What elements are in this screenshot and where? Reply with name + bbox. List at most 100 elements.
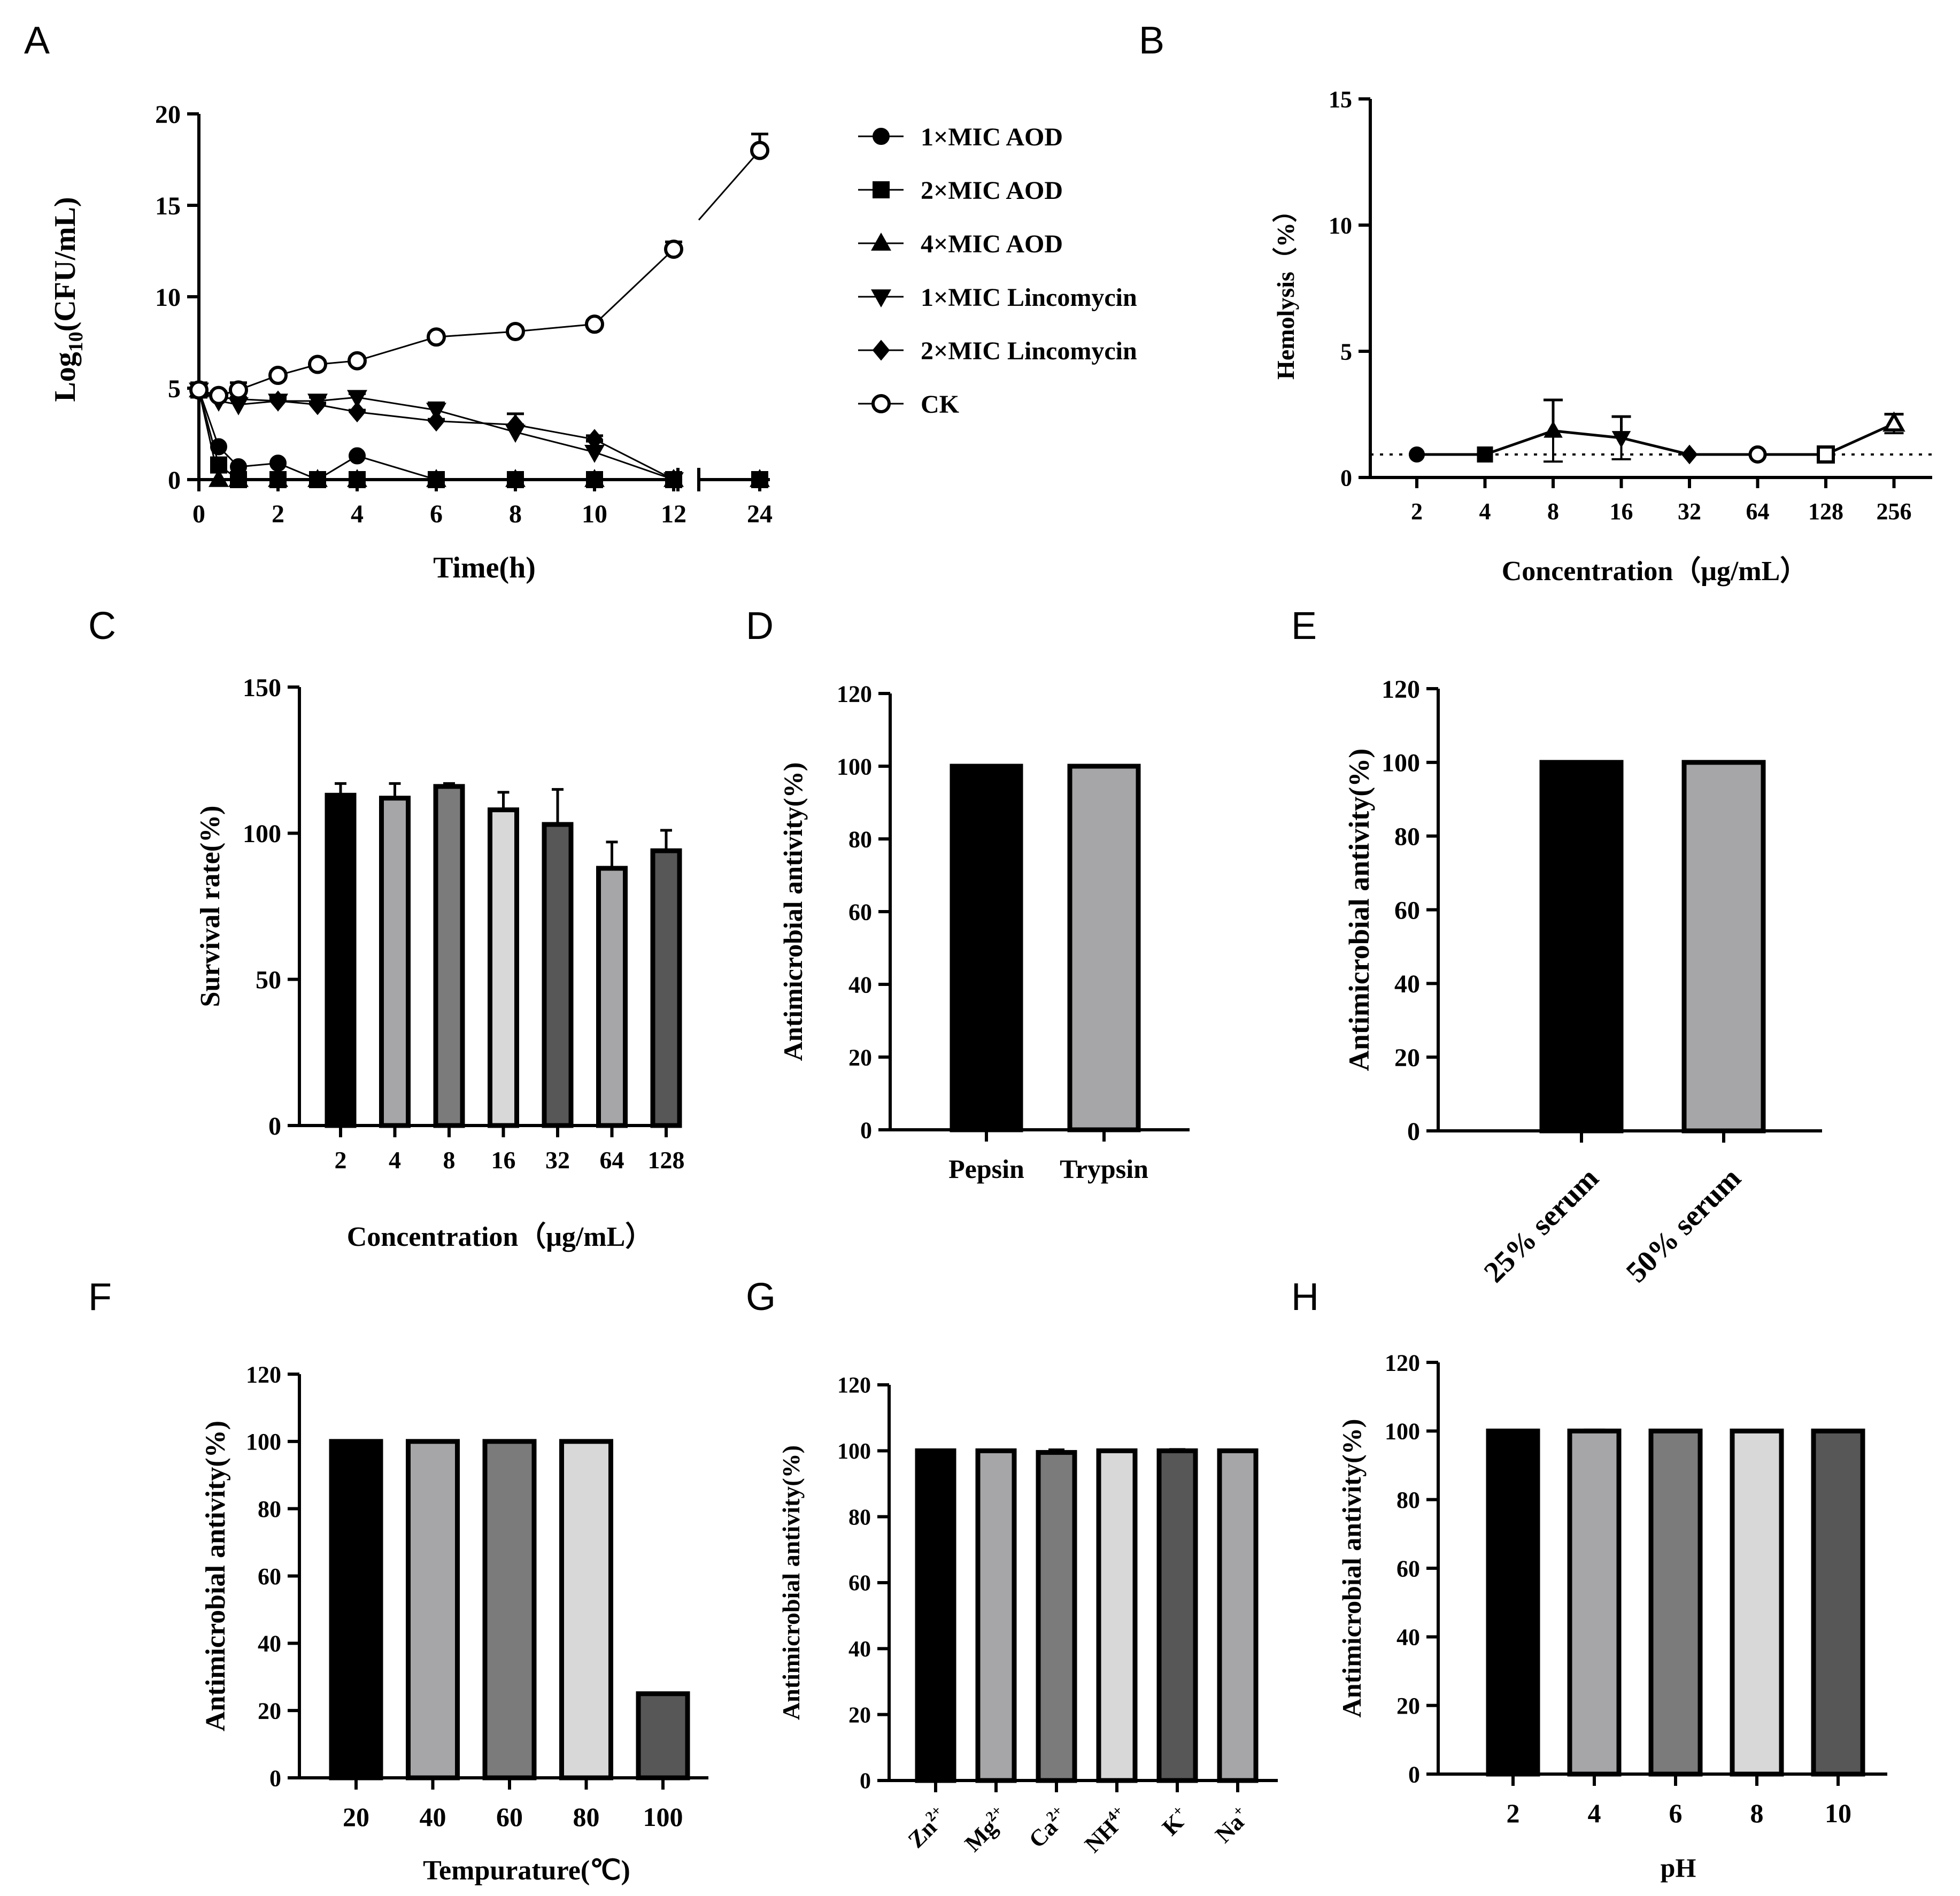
legend-marker — [871, 289, 891, 308]
x-axis-label: pH — [1661, 1853, 1696, 1883]
y-axis-label: Antimicrobial antivity(%) — [778, 762, 808, 1061]
y-tick-label: 120 — [246, 1361, 281, 1388]
x-tick-label: 4 — [389, 1146, 401, 1174]
y-tick-label: 80 — [848, 1505, 871, 1530]
x-axis-label: Concentration（μg/mL） — [1502, 556, 1808, 587]
y-tick-label: 80 — [1394, 822, 1420, 851]
y-tick-label: 20 — [1394, 1044, 1420, 1072]
legend-marker — [873, 181, 890, 198]
x-tick-label: 8 — [1750, 1798, 1764, 1828]
y-tick-label: 80 — [848, 826, 872, 852]
bar — [1217, 1448, 1259, 1783]
y-tick-label: 0 — [168, 466, 181, 495]
y-tick-label: 150 — [243, 674, 281, 702]
data-point — [426, 468, 446, 487]
data-point — [189, 380, 209, 400]
y-label-tail: (CFU/mL) — [49, 197, 82, 332]
data-point — [505, 468, 526, 487]
x-tick-label: 64 — [1746, 498, 1770, 525]
y-tick-label: 10 — [1329, 212, 1352, 238]
bar — [1539, 760, 1624, 1134]
x-tick-label: 2 — [335, 1146, 347, 1174]
legend-marker — [872, 340, 890, 361]
bar — [1096, 1448, 1138, 1783]
legend-marker — [871, 232, 891, 251]
legend-marker — [873, 128, 890, 145]
bar — [1156, 1448, 1198, 1783]
bar — [329, 1439, 383, 1781]
x-tick-label: 4 — [351, 500, 364, 528]
bar — [488, 807, 519, 1128]
series-5 — [189, 133, 769, 405]
y-tick-label: 40 — [848, 972, 872, 998]
y-tick-label: 40 — [1394, 970, 1420, 998]
y-tick-label: 120 — [837, 681, 872, 707]
bar — [379, 796, 411, 1128]
data-point — [506, 414, 524, 435]
x-tick-label: 0 — [192, 500, 205, 528]
panel-label-e: E — [1291, 605, 1317, 648]
bar — [1648, 1428, 1703, 1777]
series-line — [198, 248, 675, 397]
x-tick-label: Na+ — [1209, 1802, 1255, 1848]
y-tick-label: 5 — [168, 375, 181, 403]
data-point — [585, 314, 604, 334]
y-tick-label: 40 — [1396, 1624, 1420, 1651]
data-point — [308, 354, 327, 374]
chart-panel-b: 0 5 10 15 Hemolysis（%） 2 4 8 16 32 64 128 256 Concent… — [1272, 86, 1932, 587]
data-point — [664, 240, 683, 259]
data-point — [1817, 445, 1835, 464]
y-axis-label: Antimicrobial antivity(%) — [200, 1421, 231, 1731]
y-label-sub: 10 — [65, 332, 87, 352]
y-tick-label: 80 — [258, 1496, 281, 1522]
x-tick-label: 8 — [1547, 498, 1559, 525]
series-line — [198, 389, 674, 481]
x-tick-label: 50% serum — [1620, 1161, 1748, 1289]
bar — [1036, 1450, 1077, 1783]
x-tick-label: 12 — [661, 500, 686, 528]
x-tick-label: 32 — [545, 1146, 570, 1174]
bar — [650, 848, 682, 1128]
y-tick-label: 20 — [848, 1044, 872, 1070]
data-point — [268, 468, 288, 487]
y-tick-label: 20 — [848, 1703, 871, 1728]
x-tick-label: 64 — [600, 1146, 624, 1174]
bar — [1811, 1428, 1865, 1777]
data-point — [506, 321, 525, 341]
y-tick-label: 15 — [1329, 86, 1352, 112]
y-tick-label: 0 — [860, 1769, 871, 1794]
x-tick-label: 32 — [1678, 498, 1701, 525]
data-point — [348, 351, 367, 371]
bar — [559, 1439, 613, 1781]
bar — [325, 792, 357, 1128]
x-axis-label: Time(h) — [433, 551, 536, 584]
bar — [1730, 1428, 1784, 1777]
y-axis-label: Survival rate(%) — [195, 806, 226, 1007]
chart-panel-f: 0 20 40 60 80 100 120 Antimicrobial antivity(%)… — [200, 1361, 708, 1886]
data-point — [308, 394, 327, 415]
data-point — [269, 454, 287, 472]
y-tick-label: 120 — [837, 1374, 871, 1398]
x-tick-label: 6 — [430, 500, 443, 528]
legend-label: 2×MIC Lincomycin — [921, 337, 1137, 365]
series-line — [1417, 422, 1895, 456]
data-point — [269, 390, 287, 412]
x-tick-label: 2 — [1411, 498, 1423, 525]
y-tick-label: 0 — [269, 1765, 281, 1791]
y-axis-label: Log10(CFU/mL) — [49, 197, 87, 402]
data-point — [229, 380, 248, 400]
series-line — [698, 150, 761, 221]
data-point — [1748, 445, 1767, 464]
y-tick-label: 60 — [848, 899, 872, 925]
chart-panel-h: 0 20 40 60 80 100 120 Antimicrobial antivity(%)… — [1337, 1350, 1887, 1883]
chart-panel-d: 0 20 40 60 80 100 120 Antimicrobial antivity(%)… — [778, 681, 1190, 1184]
y-tick-label: 0 — [1407, 1117, 1420, 1146]
legend-label: 4×MIC AOD — [921, 230, 1063, 258]
panel-label-f: F — [88, 1276, 112, 1319]
panel-label-g: G — [746, 1276, 776, 1319]
x-tick-label: 24 — [747, 500, 773, 528]
chart-panel-g: 0 20 40 60 80 100 120 Antimicrobial antivity(%)… — [777, 1374, 1278, 1858]
x-tick-label: 8 — [443, 1146, 456, 1174]
